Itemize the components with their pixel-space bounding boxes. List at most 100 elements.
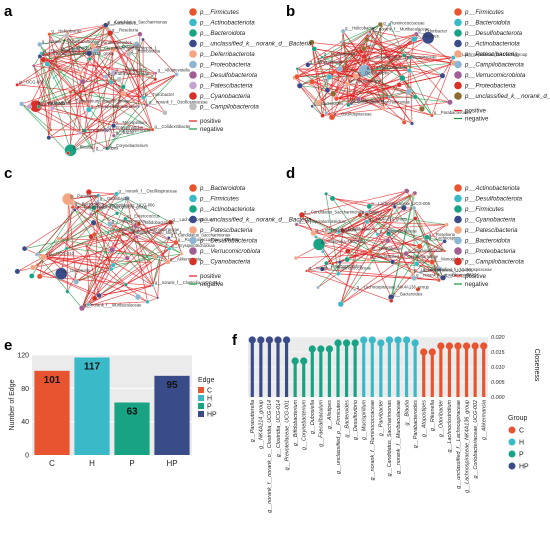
positive-edge (49, 24, 106, 35)
network-node (90, 219, 97, 226)
chart-f-legend-title: Group (508, 415, 528, 422)
node-label: g__Mucispirillum (116, 120, 148, 125)
node-label: g__Lachnospiraceae_NK4A136_group (357, 285, 430, 290)
network-node (337, 260, 342, 265)
network-node (103, 22, 109, 28)
node-label: g__norank_f__Oscillospiraceae (149, 100, 208, 105)
network-node (134, 293, 142, 301)
legend-label: p__Desulfobacterota (464, 30, 523, 37)
network-node (421, 31, 435, 45)
bar-value-label: 101 (44, 375, 61, 386)
network-node (115, 211, 120, 216)
network-node (114, 191, 119, 197)
network-node (136, 221, 141, 227)
node-label: g__Erysipelatoclostridium (299, 219, 347, 224)
positive-edge (128, 53, 153, 130)
positive-edge (17, 53, 90, 86)
node-label: g__Ruminococcaceae_UCG-001 (178, 237, 240, 242)
legend-swatch (189, 60, 197, 69)
network-node (111, 133, 116, 138)
positive-edge (357, 221, 368, 241)
x-tick-label: P (129, 459, 134, 468)
network-node (316, 57, 320, 61)
network-nodes (292, 21, 457, 126)
negative-edge (346, 194, 414, 260)
network-node (330, 51, 335, 56)
negative-edge (325, 214, 361, 236)
network-node (305, 269, 309, 273)
network-node (331, 69, 337, 74)
node-label: g__norank_f__Clostridia_UCG-014 (155, 280, 221, 285)
network-node (40, 56, 47, 63)
network-node (120, 84, 126, 90)
x-tick-label: g__Bifidobacterium (293, 399, 299, 446)
positive-edge (366, 221, 378, 235)
network-node (19, 101, 25, 107)
network-node (49, 128, 53, 132)
node-label: g__unclassified_f__Lachnospiraceae (368, 55, 438, 60)
positive-edge (28, 33, 68, 107)
positive-edge (109, 223, 170, 250)
network-node (414, 261, 420, 267)
lollipop-head (462, 342, 471, 350)
negative-edge (321, 56, 416, 98)
network-node (436, 278, 441, 283)
legend-label: p__unclassified_k__norank_d__Bacteria (464, 93, 550, 100)
positive-edge (43, 193, 117, 258)
network-a: g__Helicobacter g__Erysipelatoclostridium… (15, 20, 208, 157)
network-nodes (14, 189, 184, 312)
positive-edge (342, 224, 447, 232)
node-label: g__Muribaculum (324, 52, 355, 57)
positive-edge (318, 244, 369, 261)
positive-edge (339, 37, 429, 70)
network-node (56, 236, 61, 241)
node-label: g__Desulfovibrio (358, 71, 390, 76)
positive-edge (348, 45, 371, 105)
network-node (125, 51, 132, 57)
network-node (399, 74, 406, 82)
positive-edge (119, 72, 156, 80)
network-node (96, 193, 101, 198)
positive-edge (109, 33, 166, 113)
network-node (165, 259, 171, 265)
legend-label: p__Patescibacteria (464, 51, 518, 58)
legend-swatch (454, 194, 462, 203)
network-d: g__Helicobacter g__NK4A214_group g__Rosebu… (293, 188, 492, 308)
legend-swatch (198, 395, 204, 401)
negative-edge (321, 24, 381, 58)
legend-swatch (189, 184, 197, 192)
lollipop-head (257, 336, 265, 344)
network-node (440, 274, 446, 281)
positive-edge (68, 198, 176, 243)
network-node (344, 256, 350, 263)
positive-edge (152, 237, 170, 286)
network-node (124, 255, 130, 261)
negative-edge (47, 63, 153, 130)
positive-edge (113, 54, 129, 126)
network-node (162, 110, 168, 116)
network-node (15, 83, 19, 87)
node-label: g__Helicobacter (372, 246, 403, 251)
positive-edge (350, 57, 411, 104)
positive-edge (358, 62, 454, 100)
x-tick-label: g__unclassified_p__Firmicutes (336, 400, 342, 474)
x-tick-label: g__Blautia (404, 400, 410, 425)
positive-edge (365, 59, 403, 66)
node-label: g__Lachnospiraceae_NK4A136_group (42, 51, 115, 56)
legend-swatch (189, 71, 197, 79)
y-tick-label: 40 (21, 419, 29, 426)
positive-edge (357, 207, 415, 242)
node-label: g__Bacilli (116, 130, 134, 135)
lollipop-head (334, 339, 342, 347)
positive-edge (340, 41, 371, 46)
network-node (86, 50, 93, 57)
lollipop-head (385, 336, 394, 344)
network-node (366, 203, 372, 210)
node-label: g__Akkermansia (353, 98, 385, 103)
node-label: g__Ruminococcaceae (108, 71, 150, 76)
y-tick-label: 0.020 (491, 335, 505, 341)
network-node (137, 31, 143, 37)
positive-edge (420, 268, 440, 273)
node-label: g__Lachnospiraceae_UCG-001 (414, 267, 474, 272)
network-node (36, 273, 43, 280)
